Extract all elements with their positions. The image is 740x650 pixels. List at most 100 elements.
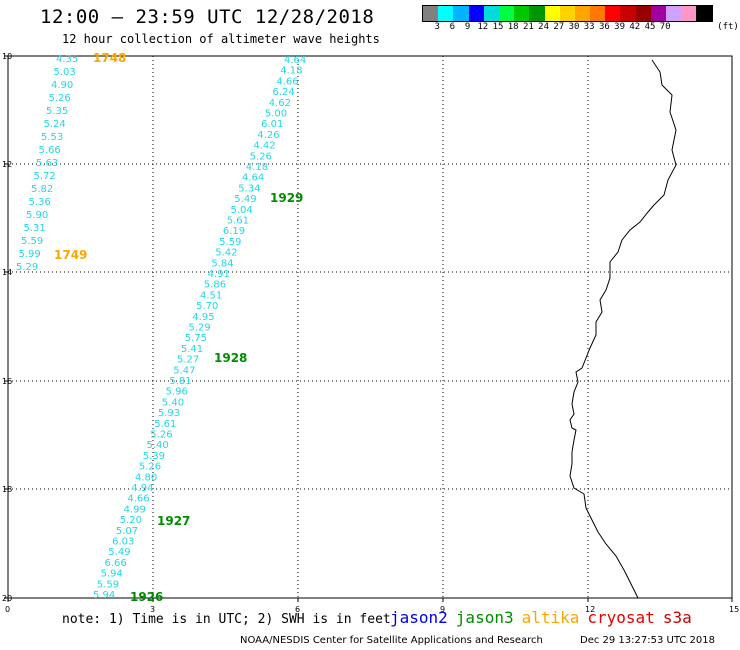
legend-label: 18 (507, 22, 519, 32)
swh-value: 5.70 (196, 301, 218, 312)
map-title: 12:00 – 23:59 UTC 12/28/2018 (40, 6, 375, 28)
swh-value: 5.93 (158, 408, 180, 419)
pass-number: 1928 (214, 351, 247, 365)
swh-value: 5.72 (34, 171, 56, 182)
legend-swatch (666, 6, 682, 21)
swh-value: 4.51 (200, 290, 222, 301)
legend-swatch (423, 6, 439, 21)
legend-label: 33 (583, 22, 595, 32)
swh-value: 5.82 (31, 184, 53, 195)
swh-value: 5.42 (215, 248, 237, 259)
y-axis-label: 18 (2, 485, 12, 494)
swh-value: 5.86 (204, 280, 226, 291)
swh-value: 5.26 (250, 151, 272, 162)
y-axis-label: 20 (2, 594, 12, 603)
swh-value: 4.26 (257, 130, 279, 141)
pass-number: 1929 (270, 191, 303, 205)
swh-value: 6.24 (273, 87, 295, 98)
legend-label: 70 (659, 22, 671, 32)
swh-value: 5.59 (97, 579, 119, 590)
legend-swatch (650, 6, 666, 21)
footer-note: note: 1) Time is in UTC; 2) SWH is in fe… (62, 612, 391, 627)
legend-label: 6 (449, 22, 456, 32)
swh-value: 4.18 (280, 66, 302, 77)
swh-value: 5.07 (116, 526, 138, 537)
x-axis-label: 0 (5, 605, 10, 614)
axis-labels: 10 12 14 16 18 20 0 3 6 9 12 15 (2, 52, 739, 614)
generated-timestamp: Dec 29 13:27:53 UTC 2018 (580, 635, 715, 646)
swh-value: 5.49 (234, 194, 256, 205)
swh-value: 5.26 (139, 462, 161, 473)
swh-value: 5.26 (150, 430, 172, 441)
swh-value: 5.35 (46, 106, 68, 117)
legend-swatch (620, 6, 636, 21)
swh-value: 5.94 (93, 590, 115, 601)
pass-number: 1749 (54, 248, 87, 262)
color-scale-legend (422, 5, 713, 22)
legend-label: 3 (434, 22, 440, 32)
swh-value: 4.91 (208, 269, 230, 280)
legend-swatch (529, 6, 545, 21)
satellite-name: jason3 (455, 608, 514, 627)
legend-swatch (453, 6, 469, 21)
swh-value: 4.66 (127, 494, 149, 505)
legend-swatch (544, 6, 560, 21)
map-subtitle: 12 hour collection of altimeter wave hei… (62, 32, 380, 46)
swh-value: 6.01 (261, 119, 283, 130)
swh-value: 5.39 (143, 451, 165, 462)
swh-value: 5.26 (49, 93, 71, 104)
swh-value: 4.90 (51, 80, 73, 91)
legend-swatch (514, 6, 530, 21)
swh-value: 5.61 (227, 216, 249, 227)
swh-value: 4.18 (246, 162, 268, 173)
legend-label: 15 (492, 22, 504, 32)
legend-swatch (681, 6, 697, 21)
swh-value: 6.19 (223, 226, 245, 237)
y-axis-label: 16 (2, 377, 12, 386)
swh-value: 5.31 (24, 223, 46, 234)
legend-label: 39 (614, 22, 626, 32)
swh-value: 4.66 (276, 76, 298, 87)
pass-number: 1748 (93, 51, 126, 65)
x-axis-label: 15 (729, 605, 739, 614)
legend-swatch (468, 6, 484, 21)
swh-values: 4.35 5.03 4.90 5.26 5.35 5.24 5.53 5.66 5.63 5.72… (16, 54, 306, 601)
axis-ticks (4, 55, 733, 602)
swh-value: 5.03 (54, 67, 76, 78)
swh-value: 5.40 (162, 397, 184, 408)
swh-value: 5.61 (154, 419, 176, 430)
swh-value: 5.90 (26, 210, 48, 221)
x-axis-label: 9 (440, 605, 445, 614)
legend-label: 9 (464, 22, 471, 32)
swh-value: 5.29 (189, 323, 211, 334)
swh-value: 5.49 (108, 547, 130, 558)
legend-swatch (590, 6, 606, 21)
swh-value: 5.40 (147, 440, 169, 451)
legend-swatch (605, 6, 621, 21)
swh-value: 5.47 (173, 365, 195, 376)
swh-value: 5.36 (29, 197, 51, 208)
swh-value: 5.59 (219, 237, 241, 248)
x-axis-label: 6 (295, 605, 300, 614)
legend-label: 42 (629, 22, 641, 32)
coastline (569, 59, 677, 599)
legend-label: 24 (538, 22, 550, 32)
swh-value: 5.04 (231, 205, 253, 216)
swh-value: 5.20 (120, 515, 142, 526)
swh-value: 5.99 (19, 249, 41, 260)
pass-numbers: 1748 1749 1929 1928 1927 1926 (54, 51, 303, 604)
swh-value: 4.64 (242, 173, 264, 184)
swh-value: 4.94 (131, 483, 153, 494)
swh-value: 5.63 (36, 158, 58, 169)
swh-value: 4.35 (56, 54, 78, 65)
swh-value: 5.27 (177, 355, 199, 366)
swh-value: 4.64 (284, 55, 306, 66)
swh-value: 6.66 (105, 558, 127, 569)
satellite-name: s3a (662, 608, 692, 627)
legend-label: 36 (598, 22, 610, 32)
legend-swatch (635, 6, 651, 21)
swh-value: 5.94 (101, 569, 123, 580)
swh-value: 5.59 (21, 236, 43, 247)
legend-swatch (559, 6, 575, 21)
